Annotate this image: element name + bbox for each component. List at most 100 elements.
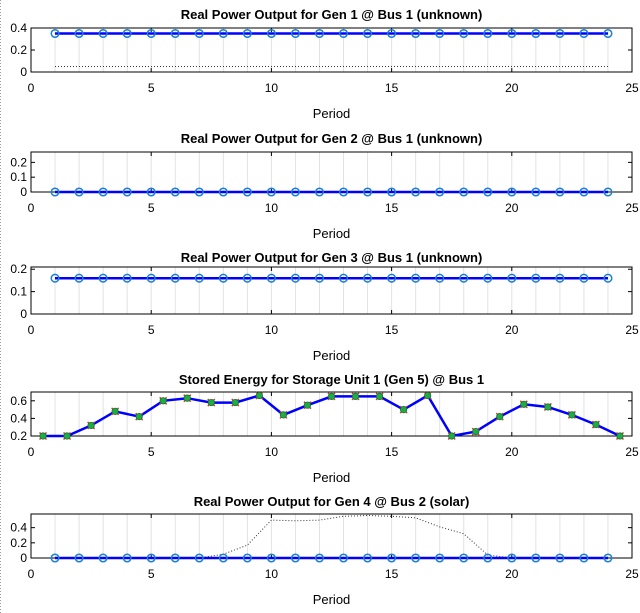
data-point bbox=[544, 403, 552, 411]
x-tick-label: 10 bbox=[265, 445, 279, 459]
y-tick-label: 0.4 bbox=[10, 411, 27, 425]
data-point bbox=[170, 187, 180, 197]
x-axis-label: Period bbox=[313, 592, 351, 607]
data-point bbox=[483, 553, 493, 563]
y-tick-label: 0.4 bbox=[10, 21, 27, 35]
data-point bbox=[146, 28, 156, 39]
data-point bbox=[507, 273, 517, 283]
x-tick-label: 5 bbox=[148, 323, 155, 337]
x-tick-label: 20 bbox=[505, 201, 519, 215]
y-tick-label: 0.4 bbox=[10, 521, 27, 535]
data-point bbox=[568, 411, 576, 419]
data-point bbox=[194, 187, 204, 197]
data-point bbox=[338, 273, 349, 283]
data-point bbox=[279, 411, 288, 419]
data-point bbox=[74, 28, 84, 39]
data-point bbox=[603, 28, 613, 39]
data-point bbox=[579, 273, 589, 283]
data-point bbox=[520, 400, 528, 408]
data-point bbox=[411, 28, 421, 39]
x-tick-label: 0 bbox=[28, 445, 35, 459]
data-point bbox=[531, 273, 541, 283]
x-tick-label: 10 bbox=[265, 81, 279, 95]
data-point bbox=[122, 187, 132, 197]
data-point bbox=[363, 273, 373, 283]
axes-box bbox=[30, 266, 633, 315]
data-point bbox=[290, 273, 300, 283]
data-point bbox=[218, 553, 228, 563]
x-tick-label: 15 bbox=[385, 567, 399, 581]
data-point bbox=[579, 187, 589, 197]
data-point bbox=[231, 398, 239, 407]
data-point bbox=[603, 553, 613, 563]
axes-box bbox=[30, 151, 633, 193]
x-tick-label: 0 bbox=[28, 81, 35, 95]
x-tick-label: 15 bbox=[385, 445, 399, 459]
data-point bbox=[411, 273, 421, 283]
data-point bbox=[170, 28, 180, 39]
data-point bbox=[555, 553, 565, 563]
data-point bbox=[98, 187, 108, 197]
dotted-line bbox=[55, 514, 608, 559]
data-point bbox=[111, 407, 119, 415]
data-point bbox=[338, 187, 349, 197]
data-point bbox=[531, 553, 541, 563]
data-point bbox=[63, 432, 71, 440]
data-point bbox=[218, 273, 228, 283]
x-axis-label: Period bbox=[313, 348, 351, 363]
data-point bbox=[242, 273, 252, 283]
data-point bbox=[98, 553, 108, 563]
data-point bbox=[290, 553, 300, 563]
data-point bbox=[338, 28, 349, 39]
data-point bbox=[472, 427, 480, 436]
data-point bbox=[351, 392, 360, 400]
data-point bbox=[74, 553, 84, 563]
y-tick-label: 0.2 bbox=[10, 536, 27, 550]
x-tick-label: 10 bbox=[265, 567, 279, 581]
x-tick-label: 25 bbox=[625, 81, 639, 95]
subplot-3: 0 5 10 15 20 25 0 0.1 0.2 Real Power Output for G… bbox=[10, 250, 639, 363]
data-point bbox=[363, 553, 373, 563]
x-tick-label: 20 bbox=[505, 567, 519, 581]
data-point bbox=[146, 553, 156, 563]
y-tick-label: 0 bbox=[20, 307, 27, 321]
chart-title: Stored Energy for Storage Unit 1 (Gen 5)… bbox=[179, 372, 484, 387]
y-tick-label: 0 bbox=[20, 185, 27, 199]
data-point bbox=[50, 187, 60, 197]
data-point bbox=[290, 187, 300, 197]
data-point bbox=[314, 553, 325, 563]
x-tick-label: 0 bbox=[28, 323, 35, 337]
data-point bbox=[122, 273, 132, 283]
data-point bbox=[183, 394, 191, 402]
data-point bbox=[483, 28, 493, 39]
y-tick-label: 0.1 bbox=[10, 285, 27, 299]
data-point bbox=[411, 187, 421, 197]
x-tick-label: 20 bbox=[505, 323, 519, 337]
data-point bbox=[459, 553, 469, 563]
data-point bbox=[207, 398, 215, 407]
data-point bbox=[159, 397, 167, 405]
data-point bbox=[459, 273, 469, 283]
data-point bbox=[74, 273, 84, 283]
data-point bbox=[218, 28, 228, 39]
x-tick-label: 0 bbox=[28, 201, 35, 215]
data-point bbox=[146, 273, 156, 283]
subplot-1: 0 5 10 15 20 25 0 0.2 0.4 Real Power Output for G… bbox=[10, 7, 639, 121]
x-tick-label: 15 bbox=[385, 81, 399, 95]
x-tick-label: 20 bbox=[505, 81, 519, 95]
data-point bbox=[531, 187, 541, 197]
data-point bbox=[122, 28, 132, 39]
data-point bbox=[170, 273, 180, 283]
data-point bbox=[290, 28, 300, 39]
data-point bbox=[98, 28, 108, 39]
data-point bbox=[531, 28, 541, 39]
y-tick-label: 0.2 bbox=[10, 43, 27, 57]
x-tick-label: 25 bbox=[625, 323, 639, 337]
data-point bbox=[327, 392, 336, 400]
x-tick-label: 5 bbox=[148, 567, 155, 581]
data-point bbox=[98, 273, 108, 283]
data-point bbox=[242, 553, 252, 563]
data-point bbox=[242, 187, 252, 197]
data-point bbox=[314, 28, 325, 39]
